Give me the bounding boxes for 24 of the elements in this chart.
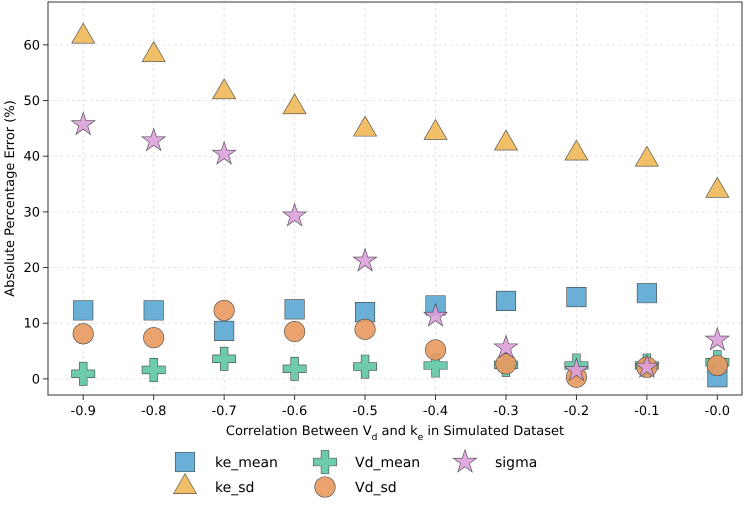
- x-tick-label: -0.7: [211, 404, 237, 419]
- y-tick-label: 30: [23, 205, 40, 220]
- x-tick-label: -0.3: [493, 404, 519, 419]
- y-tick-label: 0: [32, 372, 40, 388]
- x-tick-label: -0.4: [422, 404, 448, 419]
- legend-label: Vd_sd: [355, 480, 397, 496]
- y-tick-label: 10: [23, 316, 40, 332]
- x-axis-title: Correlation Between V$_{d}$ and k$_{e}$ in Simulated Dataset: [226, 424, 564, 443]
- legend-label: sigma: [495, 455, 538, 471]
- y-tick-label: 50: [23, 94, 40, 110]
- y-tick-label: 20: [23, 261, 40, 276]
- y-tick-label: 60: [23, 38, 40, 54]
- legend-label: ke_sd: [215, 480, 254, 496]
- legend-label: Vd_mean: [355, 455, 420, 471]
- y-axis-title: Absolute Percentage Error (%): [3, 100, 18, 297]
- y-tick-label: 40: [23, 150, 40, 165]
- x-tick-label: -0.8: [141, 404, 166, 419]
- x-tick-label: -0.0: [704, 404, 730, 419]
- x-tick-label: -0.5: [352, 404, 378, 419]
- x-tick-label: -0.9: [70, 404, 96, 419]
- x-tick-label: -0.2: [564, 404, 590, 419]
- legend-label: ke_mean: [215, 455, 278, 471]
- x-tick-label: -0.6: [282, 404, 308, 419]
- x-tick-label: -0.1: [634, 404, 660, 419]
